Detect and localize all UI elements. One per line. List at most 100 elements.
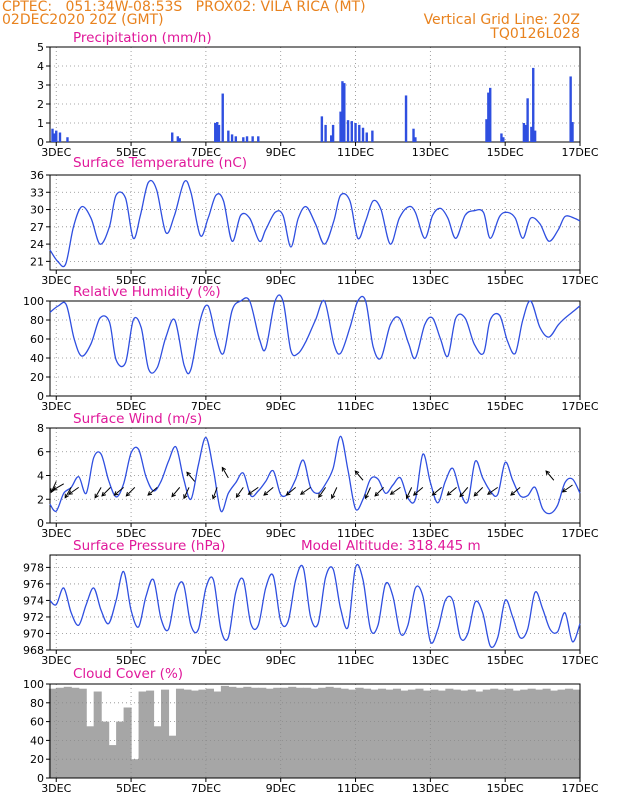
cloud-cover-bar bbox=[250, 687, 259, 778]
temperature-xtick-label: 13DEC bbox=[412, 274, 449, 287]
wind-arrow bbox=[186, 471, 196, 482]
precipitation-bar bbox=[171, 132, 174, 142]
precipitation-ytick-label: 0 bbox=[37, 136, 44, 149]
cloud-cover-bar bbox=[512, 690, 521, 778]
wind-arrow-head bbox=[446, 491, 452, 496]
cloud-cover-bar bbox=[108, 745, 117, 778]
humidity-ytick-label: 0 bbox=[37, 390, 44, 403]
cloud-cover-bar bbox=[542, 688, 551, 778]
wind-arrow bbox=[545, 470, 555, 481]
wind-arrow bbox=[263, 486, 274, 496]
precipitation-bar bbox=[217, 124, 221, 142]
precipitation-bar bbox=[320, 116, 324, 142]
header-line-1: CPTEC: 051:34W-08:53S PROX02: VILA RICA … bbox=[2, 0, 366, 15]
cloud-cover-bar bbox=[161, 689, 170, 778]
cloud-cover-ytick-label: 20 bbox=[30, 753, 44, 766]
cloud-cover-bar bbox=[310, 688, 319, 778]
cloud-cover-bar bbox=[520, 689, 529, 778]
precipitation-bar bbox=[354, 123, 357, 142]
wind-arrow-head bbox=[50, 488, 55, 494]
precipitation-bar bbox=[214, 123, 217, 142]
cloud-cover-xtick-label: 15DEC bbox=[487, 782, 524, 795]
precipitation-xtick-label: 7DEC bbox=[191, 146, 221, 159]
cloud-cover-bar bbox=[325, 686, 334, 778]
cloud-cover-bar bbox=[265, 688, 274, 778]
pressure-xtick-label: 5DEC bbox=[116, 654, 146, 667]
cloud-cover-xtick-label: 3DEC bbox=[41, 782, 71, 795]
wind-arrow bbox=[101, 487, 111, 497]
precipitation-bar bbox=[365, 132, 368, 142]
precipitation-ytick-label: 4 bbox=[37, 60, 44, 73]
pressure-ytick-label: 974 bbox=[23, 594, 44, 607]
precipitation-bar bbox=[414, 137, 417, 142]
wind-arrow-head bbox=[431, 491, 437, 496]
pressure-xtick-label: 15DEC bbox=[487, 654, 524, 667]
header-grid-note: Vertical Grid Line: 20Z bbox=[423, 12, 580, 28]
temperature-line bbox=[49, 179, 581, 268]
pressure-ytick-label: 976 bbox=[23, 578, 44, 591]
wind-arrow-head bbox=[64, 493, 69, 499]
cloud-cover-bar bbox=[460, 690, 469, 778]
wind-arrow bbox=[562, 484, 573, 493]
wind-arrow bbox=[248, 486, 259, 495]
humidity-xtick-label: 7DEC bbox=[191, 400, 221, 413]
wind-arrow-head bbox=[510, 491, 515, 496]
cloud-cover-bar bbox=[355, 687, 364, 778]
precipitation-bar bbox=[339, 111, 342, 142]
cloud-cover-bar bbox=[422, 690, 431, 778]
cloud-cover-bar bbox=[146, 690, 155, 778]
temperature-ytick-label: 33 bbox=[30, 186, 44, 199]
precipitation-bar bbox=[178, 138, 181, 142]
precipitation-bar bbox=[404, 95, 408, 142]
pressure-xtick-label: 7DEC bbox=[191, 654, 221, 667]
cloud-cover-bar bbox=[101, 721, 110, 778]
wind-arrow bbox=[53, 483, 64, 491]
wind-ytick-label: 6 bbox=[37, 446, 44, 459]
cloud-cover-title: Cloud Cover (%) bbox=[73, 666, 183, 682]
wind-arrow bbox=[286, 486, 296, 496]
wind-arrow-head bbox=[52, 486, 58, 491]
precipitation-bar bbox=[176, 136, 180, 142]
precipitation-bar bbox=[524, 124, 527, 142]
wind-arrow bbox=[413, 486, 424, 496]
precipitation-bar bbox=[330, 135, 333, 142]
precipitation-bar bbox=[500, 133, 503, 142]
precipitation-bar bbox=[51, 128, 54, 142]
wind-arrow-head bbox=[374, 491, 380, 497]
wind-arrow-head bbox=[94, 493, 99, 499]
cloud-cover-bar bbox=[572, 689, 581, 778]
wind-arrow bbox=[64, 487, 72, 499]
precipitation-xtick-label: 11DEC bbox=[337, 146, 374, 159]
wind-arrow bbox=[125, 487, 136, 497]
cloud-cover-bar bbox=[430, 689, 439, 778]
precipitation-ytick-label: 5 bbox=[37, 41, 44, 54]
precipitation-bar bbox=[343, 83, 346, 142]
wind-arrow-head bbox=[147, 491, 153, 496]
cloud-cover-xtick-label: 11DEC bbox=[337, 782, 374, 795]
wind-arrow-head bbox=[68, 490, 73, 495]
precipitation-bar bbox=[412, 128, 415, 142]
precipitation-bar bbox=[234, 136, 238, 142]
cloud-cover-bar bbox=[190, 690, 200, 778]
cloud-cover-xtick-label: 13DEC bbox=[412, 782, 449, 795]
temperature-ytick-label: 36 bbox=[30, 169, 44, 182]
precipitation-bar bbox=[358, 124, 361, 142]
wind-arrow-head bbox=[331, 494, 336, 500]
cloud-cover-bar bbox=[490, 688, 499, 778]
precipitation-bar bbox=[350, 121, 353, 142]
wind-arrow-head bbox=[561, 488, 567, 493]
cloud-cover-bar bbox=[370, 689, 379, 778]
cloud-cover-bar bbox=[437, 690, 446, 778]
wind-arrow-head bbox=[318, 493, 323, 499]
wind-arrow-head bbox=[299, 490, 305, 495]
temperature-xtick-label: 17DEC bbox=[561, 274, 598, 287]
cloud-cover-bar bbox=[273, 687, 282, 778]
humidity-ytick-label: 80 bbox=[30, 314, 44, 327]
cloud-cover-bar bbox=[475, 691, 484, 778]
cloud-cover-xtick-label: 9DEC bbox=[266, 782, 296, 795]
precipitation-bar bbox=[526, 98, 529, 142]
wind-xtick-label: 17DEC bbox=[561, 527, 598, 540]
precipitation-bar bbox=[489, 87, 492, 142]
precipitation-bar bbox=[530, 126, 533, 142]
